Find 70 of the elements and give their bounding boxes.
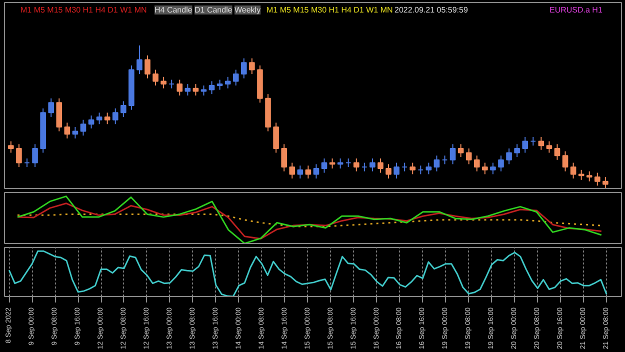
candlestick [498, 155, 504, 172]
candlestick [96, 112, 102, 125]
candlestick [297, 165, 304, 179]
candlestick [184, 84, 191, 96]
candlestick [104, 112, 110, 125]
candlestick [522, 136, 528, 154]
candlestick [538, 136, 544, 150]
candlestick [120, 100, 126, 118]
text: D1 Candle [194, 6, 233, 14]
text: EURUSD.a H1 [550, 6, 603, 14]
candlestick [602, 176, 608, 188]
candlestick [394, 162, 400, 179]
candlestick [313, 164, 320, 179]
candlestick [578, 169, 584, 180]
candlestick [208, 80, 215, 95]
candlestick [289, 162, 296, 179]
candlestick [72, 126, 78, 139]
candlestick [386, 164, 392, 179]
candlestick [434, 155, 440, 172]
candlestick [80, 119, 86, 136]
candlestick [136, 44, 142, 75]
candlestick [570, 162, 576, 179]
candlestick [426, 162, 432, 175]
candlestick [329, 158, 336, 169]
candlestick [152, 69, 158, 86]
candlestick [273, 122, 279, 154]
candlestick [362, 162, 368, 172]
candlestick [450, 144, 456, 165]
candlestick [112, 108, 118, 125]
candlestick [490, 162, 496, 175]
text: M1 M5 M15 M30 H1 H4 D1 W1 MN [20, 6, 147, 14]
candlestick [224, 76, 231, 89]
candlestick [482, 162, 488, 175]
candlestick [554, 144, 560, 160]
candlestick [160, 76, 166, 89]
text: 2022.09.21 05:59:59 [394, 6, 468, 14]
candlestick [321, 158, 328, 174]
candlestick [48, 98, 54, 118]
candlestick [370, 158, 376, 172]
candlestick [88, 115, 94, 129]
candlestick [466, 148, 472, 165]
candlestick [249, 58, 255, 75]
candlestick [281, 144, 287, 172]
candlestick [232, 69, 239, 86]
candlestick [562, 150, 568, 172]
candlestick [64, 122, 70, 139]
candlestick [546, 140, 552, 154]
candlestick [8, 140, 14, 154]
candlestick [514, 144, 520, 158]
candlestick [241, 58, 247, 79]
candlestick [144, 54, 150, 79]
candlestick [586, 170, 592, 182]
candlestick [506, 148, 512, 165]
candlestick [410, 162, 416, 175]
candlestick [16, 144, 22, 168]
candlestick [305, 165, 312, 179]
candlestick [32, 144, 38, 168]
text: Weekly [234, 6, 261, 14]
candlestick [402, 162, 408, 172]
candlestick [594, 172, 600, 186]
candlestick [458, 144, 464, 158]
candlestick [176, 79, 183, 96]
candlestick [216, 79, 223, 90]
candlestick [337, 158, 344, 169]
candlestick [378, 158, 384, 174]
candlestick [192, 84, 199, 96]
text: M1 M5 M15 M30 H1 H4 D1 W1 MN [266, 6, 393, 14]
text: H4 Candle [154, 6, 193, 14]
candlestick [353, 158, 360, 172]
candlestick [474, 155, 480, 172]
